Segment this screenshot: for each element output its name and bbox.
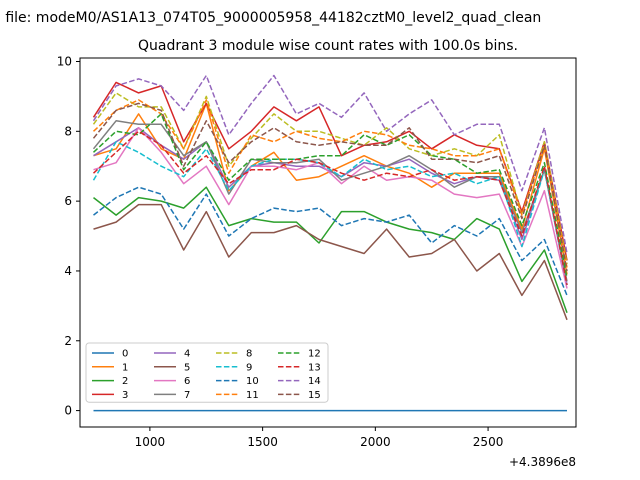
series-line-15 — [92, 102, 568, 272]
plot-frame — [79, 57, 577, 428]
y-tick-label: 4 — [64, 264, 72, 278]
y-tick-label: 8 — [64, 124, 72, 138]
x-axis-offset-label: +4.3896e8 — [509, 455, 576, 469]
series-line-5 — [93, 203, 568, 321]
legend-label-14: 14 — [308, 376, 321, 387]
series-line-2 — [93, 186, 568, 314]
series-line-13 — [92, 130, 568, 286]
x-tick-label: 1000 — [135, 435, 166, 449]
legend-label-2: 2 — [122, 376, 128, 387]
legend-box — [85, 342, 329, 403]
series-line-9 — [92, 141, 568, 286]
x-tick-label: 2500 — [473, 435, 504, 449]
y-tick-label: 0 — [64, 404, 72, 418]
legend-label-6: 6 — [184, 376, 190, 387]
legend-label-7: 7 — [184, 390, 190, 401]
legend-label-8: 8 — [246, 349, 252, 360]
x-tick-label: 1500 — [247, 435, 278, 449]
series-line-3 — [92, 81, 568, 261]
series-layer — [92, 74, 568, 412]
legend-label-12: 12 — [308, 349, 321, 360]
chart-title: Quadrant 3 module wise count rates with … — [138, 38, 518, 54]
legend-label-10: 10 — [246, 376, 259, 387]
legend-label-15: 15 — [308, 390, 321, 401]
legend-label-13: 13 — [308, 362, 321, 373]
legend-label-11: 11 — [246, 390, 259, 401]
legend-label-0: 0 — [122, 349, 128, 360]
y-tick-label: 6 — [64, 194, 72, 208]
series-line-6 — [93, 127, 568, 289]
series-line-11 — [92, 99, 568, 268]
legend-label-1: 1 — [122, 362, 128, 373]
series-line-8 — [92, 92, 568, 265]
y-tick-label: 2 — [64, 334, 72, 348]
figure-suptitle: n file: modeM0/AS1A13_074T05_9000005958_… — [0, 10, 541, 26]
legend-label-3: 3 — [122, 390, 128, 401]
legend-label-5: 5 — [184, 362, 190, 373]
series-line-12 — [92, 113, 568, 279]
y-tick-label: 10 — [57, 54, 72, 68]
series-line-10 — [93, 186, 568, 296]
x-tick-label: 2000 — [360, 435, 391, 449]
series-line-14 — [92, 74, 568, 254]
legend-label-9: 9 — [246, 362, 252, 373]
legend-label-4: 4 — [184, 349, 190, 360]
